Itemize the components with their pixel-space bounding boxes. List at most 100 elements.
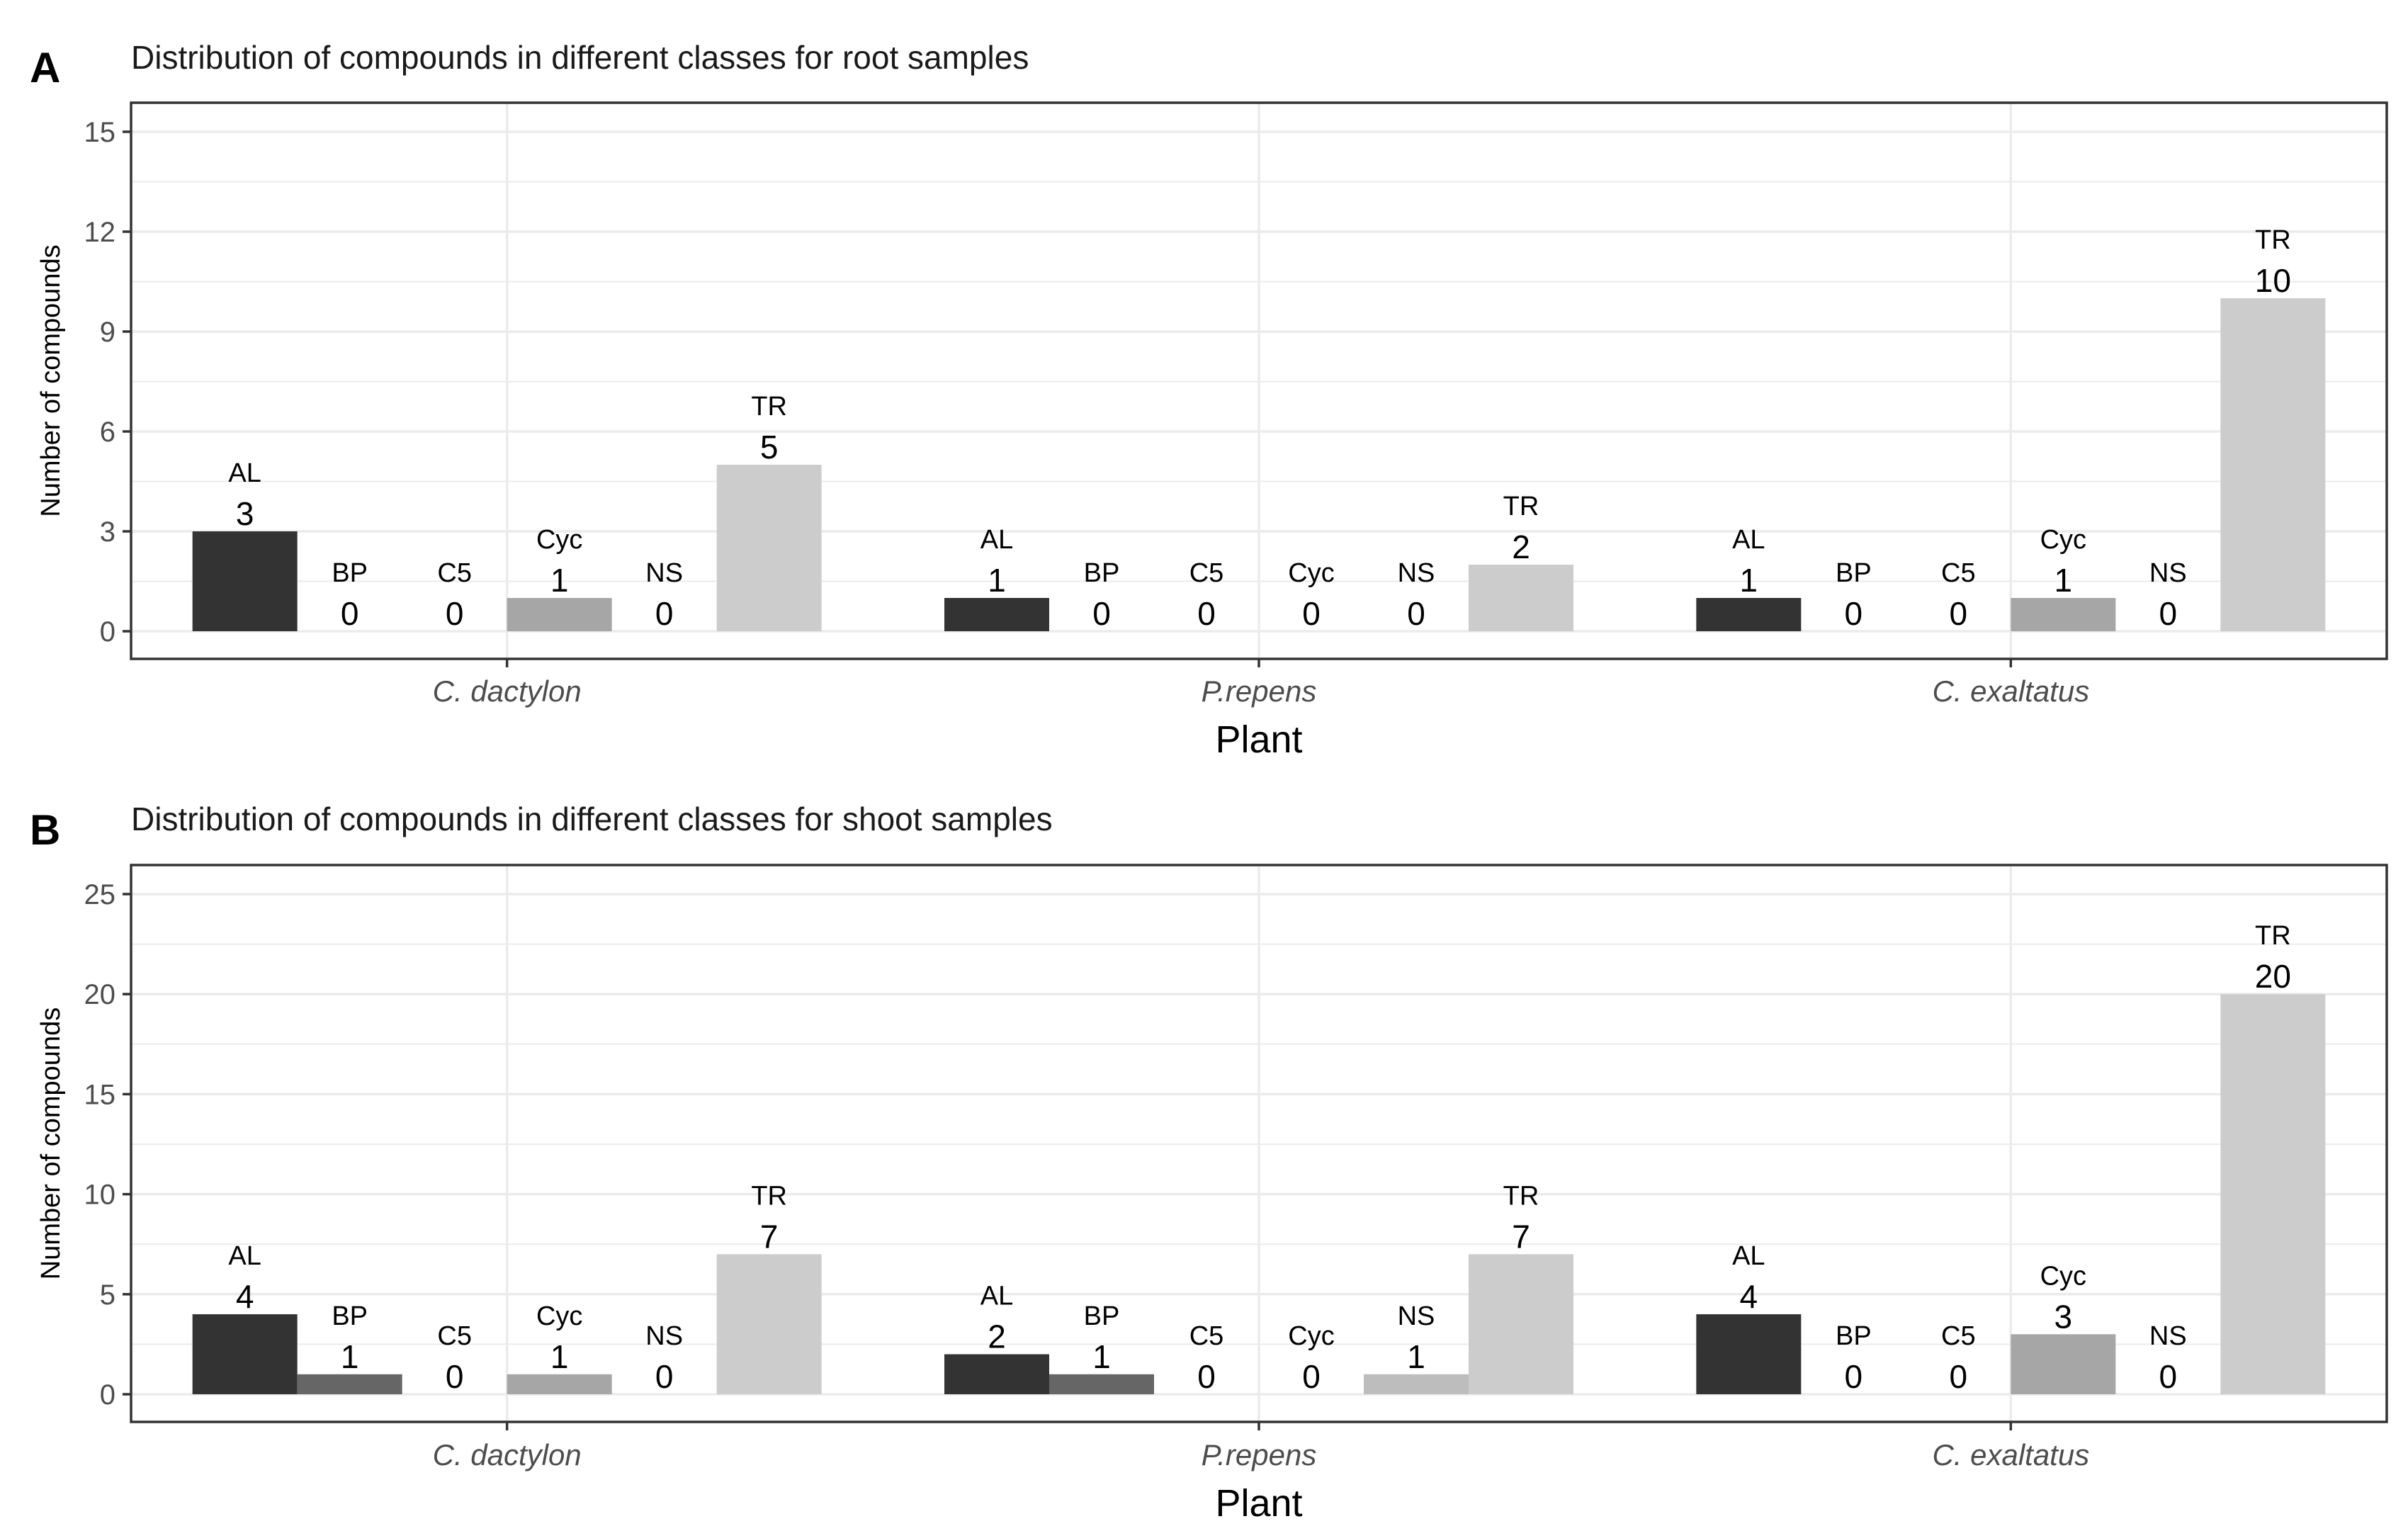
series-label: BP [332,1301,368,1331]
series-label: BP [1084,1301,1120,1331]
series-label: TR [1503,492,1539,521]
chart-title: Distribution of compounds in different c… [131,39,1029,76]
value-label: 20 [2255,958,2291,995]
value-label: 1 [988,562,1006,599]
series-label: TR [751,392,787,422]
series-label: C5 [1941,1321,1976,1351]
value-label: 3 [236,495,254,532]
series-label: TR [2255,225,2291,255]
series-label: NS [1398,558,1435,588]
value-label: 0 [655,595,674,632]
series-label: Cyc [2040,525,2086,555]
y-axis-title: Number of compounds [36,244,66,516]
x-axis-title: Plant [1215,718,1302,761]
y-tick-label: 0 [100,616,115,648]
value-label: 1 [1740,562,1758,599]
value-label: 0 [1197,1358,1216,1395]
series-label: BP [1836,558,1872,588]
bar-bp-0 [297,1374,402,1394]
y-tick-label: 15 [84,1079,116,1110]
value-label: 0 [1407,595,1425,632]
bar-al-1 [944,598,1049,631]
series-label: AL [980,525,1013,555]
y-tick-label: 15 [84,117,116,148]
series-label: Cyc [536,1301,582,1331]
series-label: BP [1836,1321,1872,1351]
value-label: 0 [1950,595,1968,632]
x-tick-label: C. dactylon [433,1438,582,1471]
value-label: 0 [2159,1358,2178,1395]
bars: 4 AL 1 BP 0 C5 1 Cyc 0 NS 7 TR 2 AL 1 BP 0 C5 0 Cyc 1 NS 7 TR 4 A… [192,921,2326,1395]
value-label: 2 [988,1318,1006,1355]
value-label: 1 [2054,562,2073,599]
y-tick-label: 10 [84,1180,116,1211]
y-tick-label: 12 [84,217,116,248]
panel-letter: A [30,44,60,91]
series-label: AL [1732,1241,1765,1271]
bar-tr-0 [716,465,822,631]
value-label: 1 [1092,1338,1111,1375]
value-label: 0 [1845,595,1863,632]
series-label: AL [980,1282,1013,1311]
series-label: TR [1503,1181,1539,1211]
bar-tr-2 [2220,298,2326,631]
series-label: Cyc [536,525,582,555]
value-label: 7 [1512,1218,1530,1255]
series-label: C5 [1189,558,1224,588]
value-label: 0 [655,1358,674,1395]
value-label: 3 [2054,1298,2073,1335]
bars: 3 AL 0 BP 0 C5 1 Cyc 0 NS 5 TR 1 AL 0 BP 0 C5 0 Cyc 0 NS 2 TR 1 A… [192,225,2326,632]
value-label: 0 [1302,595,1321,632]
value-label: 0 [341,595,359,632]
panel-A: A Distribution of compounds in different … [30,39,2388,761]
series-label: Cyc [2040,1261,2086,1291]
y-tick-label: 20 [84,979,116,1010]
value-label: 7 [760,1218,779,1255]
bar-al-0 [192,1314,298,1394]
bar-al-1 [944,1354,1049,1394]
bar-tr-2 [2220,994,2326,1394]
series-label: AL [228,458,261,488]
bar-cyc-2 [2011,1334,2116,1394]
series-label: NS [645,1321,683,1351]
value-label: 0 [1845,1358,1863,1395]
bar-cyc-2 [2011,598,2116,631]
bar-ns-1 [1364,1374,1469,1394]
y-tick-label: 3 [100,516,115,548]
value-label: 2 [1512,529,1530,565]
series-label: BP [1084,558,1120,588]
chart-title: Distribution of compounds in different c… [131,801,1053,837]
value-label: 0 [446,1358,464,1395]
value-label: 0 [1197,595,1216,632]
bar-bp-1 [1049,1374,1154,1394]
value-label: 0 [2159,595,2178,632]
value-label: 0 [1302,1358,1321,1395]
value-label: 5 [760,429,779,465]
value-label: 1 [550,1338,569,1375]
bar-tr-1 [1469,1254,1573,1394]
bar-cyc-0 [507,1374,612,1394]
bar-al-2 [1696,1314,1802,1394]
x-tick-label: P.repens [1202,1438,1317,1471]
series-label: C5 [437,558,472,588]
value-label: 4 [236,1278,254,1315]
series-label: Cyc [1288,558,1334,588]
y-tick-label: 6 [100,417,115,448]
y-axis: 0 3 6 9 12 15 Number of compounds [36,117,131,648]
series-label: TR [2255,921,2291,951]
value-label: 1 [550,562,569,599]
series-label: TR [751,1181,787,1211]
value-label: 1 [341,1338,359,1375]
bar-tr-0 [716,1254,822,1394]
y-tick-label: 9 [100,317,115,348]
series-label: NS [2149,558,2187,588]
series-label: AL [228,1241,261,1271]
x-axis: C. dactylon P.repens C. exaltatus Plant [433,1422,2089,1525]
bar-tr-1 [1469,565,1573,631]
value-label: 10 [2255,262,2291,299]
value-label: 0 [446,595,464,632]
series-label: AL [1732,525,1765,555]
y-axis: 0 5 10 15 20 25 Number of compounds [36,879,131,1411]
x-tick-label: C. exaltatus [1932,1438,2089,1471]
series-label: C5 [437,1321,472,1351]
